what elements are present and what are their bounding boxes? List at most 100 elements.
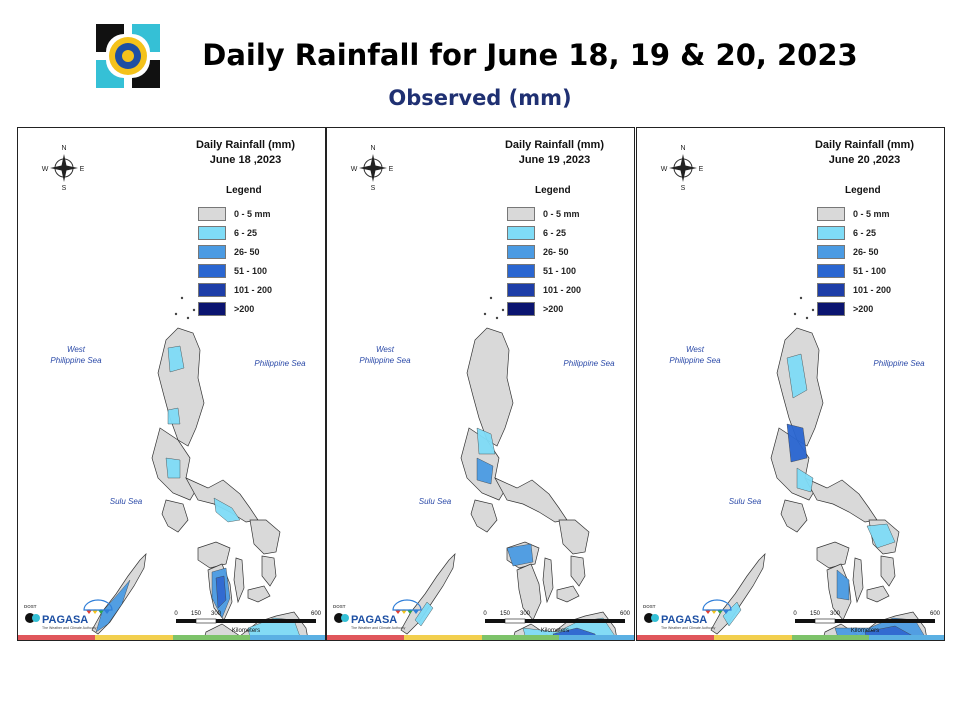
panel-title: Daily Rainfall (mm) June 19 ,2023 [477, 138, 632, 168]
stripe-segment [249, 635, 325, 640]
sea-label-west: West Philippine Sea [359, 345, 411, 365]
legend-label: >200 [543, 303, 564, 314]
scale-segment [835, 619, 935, 623]
island-mindoro [780, 499, 808, 533]
pagasa-pre: DOST [24, 604, 37, 609]
compass-n: N [61, 145, 66, 152]
panel-date: June 18 ,2023 [209, 154, 282, 166]
pagasa-pre: DOST [333, 604, 346, 609]
compass-rose: N S E W [661, 145, 704, 192]
compass-needle-ew [669, 165, 697, 171]
legend-label: 51 - 100 [853, 265, 887, 276]
legend-label: 0 - 5 mm [543, 208, 580, 219]
rainfall-area [247, 617, 302, 640]
legend-label: 6 - 25 [234, 227, 258, 238]
islet [799, 296, 803, 300]
legend-title: Legend [535, 185, 571, 196]
legend-label: >200 [853, 303, 874, 314]
stripe-segment [327, 635, 405, 640]
scale-segment [504, 618, 526, 624]
island-bicol [804, 477, 878, 523]
islet [483, 312, 487, 316]
stripe-segment [172, 635, 250, 640]
island-negros [516, 563, 542, 621]
legend-swatch [817, 244, 845, 259]
legend-swatch [198, 263, 226, 278]
compass-w: W [42, 166, 49, 173]
compass-e: E [699, 166, 704, 173]
scale-segment [525, 619, 625, 623]
rainfall-area [722, 601, 742, 627]
pagasa-name: PAGASA [42, 614, 88, 626]
sea-label-sulu: Sulu Sea [729, 497, 762, 506]
island-palawan [710, 553, 766, 635]
rainfall-area [167, 407, 181, 425]
islet [174, 312, 178, 316]
umbrella-icon [392, 599, 422, 614]
island-samar [249, 519, 281, 555]
scale-tick-label: 150 [810, 611, 821, 617]
umbrella-arc [83, 599, 113, 611]
scale-tick-label: 150 [191, 611, 202, 617]
island-bohol [247, 585, 271, 603]
islet [180, 296, 184, 300]
legend-swatch [507, 263, 535, 278]
island-panay [197, 541, 231, 569]
color-stripe [637, 635, 944, 640]
compass-e: E [80, 166, 85, 173]
scale-segment [176, 619, 196, 623]
sea-label-east: Philippine Sea [254, 359, 306, 368]
legend-swatch [507, 301, 535, 316]
scale-tick-label: 0 [793, 611, 797, 617]
island-leyte [261, 555, 277, 587]
island-cebu [542, 557, 554, 604]
legend-swatch [198, 282, 226, 297]
map-panel-june-20: N S E W West Philippine Sea Philippine Sea Sulu… [636, 127, 945, 641]
stripe-segment [714, 635, 792, 640]
umbrella-icon [702, 599, 732, 614]
islands [710, 327, 928, 640]
pagasa-emblem [651, 614, 659, 622]
legend-swatch [198, 225, 226, 240]
rainfall-area [786, 353, 808, 399]
stripe-segment [404, 635, 482, 640]
pagasa-pre: DOST [643, 604, 656, 609]
sea-label-line: Philippine Sea [359, 356, 411, 365]
rainfall-area [215, 575, 227, 609]
color-stripe [18, 635, 325, 640]
legend: Legend 0 - 5 mm 6 - 25 26- 50 51 - 100 101 - … [507, 185, 627, 318]
scale-bar: 0 150 300 600 Kilometers [174, 611, 321, 634]
scale-tick-label: 600 [620, 611, 631, 617]
map-panel-june-19: N S E W West Philippine Sea Philippine Sea Sulu… [326, 127, 635, 641]
legend-item: 26- 50 [817, 242, 937, 261]
compass-w: W [661, 166, 668, 173]
scale-segment [795, 619, 815, 623]
legend-item: 101 - 200 [817, 280, 937, 299]
panel-title-line1: Daily Rainfall (mm) [504, 139, 605, 151]
legend-item: 0 - 5 mm [817, 204, 937, 223]
panel-date: June 19 ,2023 [518, 154, 591, 166]
legend-swatch [817, 206, 845, 221]
compass-n: N [370, 145, 375, 152]
legend-swatch [507, 225, 535, 240]
legend-swatch [817, 301, 845, 316]
legend-swatch [507, 244, 535, 259]
legend-swatch [198, 244, 226, 259]
rainfall-area [786, 423, 808, 463]
island-luzon-north [466, 327, 514, 447]
island-leyte [880, 555, 896, 587]
scale-unit: Kilometers [541, 628, 569, 634]
scale-tick-label: 0 [483, 611, 487, 617]
panel-date: June 20 ,2023 [828, 154, 901, 166]
sea-label-west: West Philippine Sea [669, 345, 721, 365]
islet [811, 308, 815, 312]
sea-label-line: West [67, 345, 86, 354]
rainfall-area [796, 467, 814, 493]
island-samar [558, 519, 590, 555]
stripe-segment [18, 635, 96, 640]
legend-label: 51 - 100 [543, 265, 577, 276]
legend-swatch [817, 282, 845, 297]
legend-label: 6 - 25 [543, 227, 567, 238]
sea-label-line: Philippine Sea [669, 356, 721, 365]
